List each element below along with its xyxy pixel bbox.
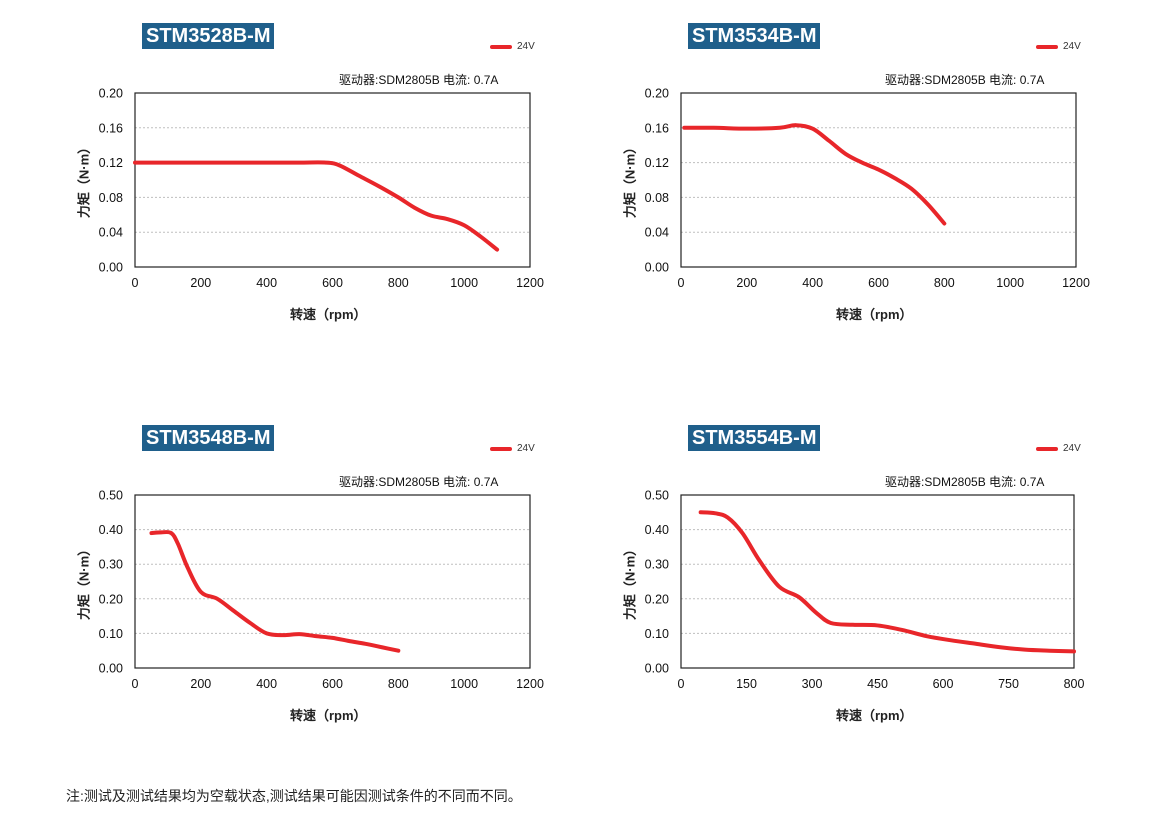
x-tick-label: 0 <box>678 276 685 290</box>
x-tick-label: 1000 <box>450 276 478 290</box>
legend-swatch <box>490 446 512 451</box>
chart-svg: 0.00 0.10 0.20 0.30 0.40 0.50 0 200 400 600 800 100… <box>99 489 544 692</box>
legend-swatch <box>1036 44 1058 49</box>
plot-frame <box>680 494 1075 669</box>
legend-swatch <box>1036 446 1058 451</box>
chart-panel-2: STM3534B-M 24V 驱动器:SDM2805B 电流: 0.7A 力矩（… <box>578 0 1157 400</box>
y-tick-label: 0.00 <box>645 662 669 676</box>
plot-frame <box>134 494 531 669</box>
chart-svg: 0.00 0.10 0.20 0.30 0.40 0.50 0 150 300 450 600 750… <box>645 489 1085 692</box>
x-tick-label: 0 <box>678 677 685 691</box>
x-tick-label: 200 <box>190 677 211 691</box>
chart-title: STM3534B-M <box>688 23 821 49</box>
y-tick-label: 0.50 <box>645 489 669 503</box>
y-tick-label: 0.16 <box>645 121 669 135</box>
legend: 24V <box>490 41 535 52</box>
y-tick-label: 0.04 <box>645 226 669 240</box>
series-line <box>133 160 500 252</box>
series-line <box>149 530 401 653</box>
x-tick-label: 150 <box>736 677 757 691</box>
legend-label: 24V <box>1063 41 1081 52</box>
y-tick-label: 0.20 <box>99 87 123 101</box>
y-tick-label: 0.40 <box>99 523 123 537</box>
x-tick-label: 1200 <box>516 677 544 691</box>
y-tick-label: 0.50 <box>99 489 123 503</box>
x-tick-label: 800 <box>388 276 409 290</box>
x-tick-label: 400 <box>256 677 277 691</box>
legend: 24V <box>490 443 535 454</box>
chart-panel-3: STM3548B-M 24V 驱动器:SDM2805B 电流: 0.7A 力矩（… <box>0 400 578 770</box>
x-axis-label: 转速（rpm） <box>836 708 913 723</box>
x-tick-label: 450 <box>867 677 888 691</box>
legend-label: 24V <box>517 41 535 52</box>
x-tick-label: 600 <box>322 677 343 691</box>
chart-panel-1: STM3528B-M 24V 驱动器:SDM2805B 电流: 0.7A 力矩（… <box>0 0 578 400</box>
plot-frame <box>134 92 531 268</box>
y-tick-label: 0.10 <box>99 627 123 641</box>
x-tick-label: 400 <box>802 276 823 290</box>
y-tick-label: 0.30 <box>645 558 669 572</box>
x-axis-label: 转速（rpm） <box>290 708 367 723</box>
y-tick-label: 0.40 <box>645 523 669 537</box>
x-tick-label: 200 <box>736 276 757 290</box>
legend-label: 24V <box>1063 443 1081 454</box>
x-tick-label: 600 <box>322 276 343 290</box>
x-tick-label: 1000 <box>996 276 1024 290</box>
plot-frame <box>680 92 1077 268</box>
x-tick-label: 800 <box>934 276 955 290</box>
x-tick-label: 600 <box>933 677 954 691</box>
legend-label: 24V <box>517 443 535 454</box>
y-tick-label: 0.20 <box>645 87 669 101</box>
series-line <box>698 510 1076 654</box>
legend-swatch <box>490 44 512 49</box>
legend: 24V <box>1036 443 1081 454</box>
driver-info: 驱动器:SDM2805B 电流: 0.7A <box>885 475 1045 489</box>
y-tick-label: 0.08 <box>99 191 123 205</box>
x-tick-label: 0 <box>132 677 139 691</box>
x-tick-label: 1200 <box>516 276 544 290</box>
x-tick-label: 200 <box>190 276 211 290</box>
y-tick-label: 0.20 <box>645 592 669 606</box>
series-line <box>682 123 947 226</box>
y-tick-label: 0.16 <box>99 121 123 135</box>
chart-title: STM3548B-M <box>142 425 275 451</box>
y-tick-label: 0.00 <box>99 662 123 676</box>
chart-svg: 0.00 0.04 0.08 0.12 0.16 0.20 0 200 400 600 800 100… <box>645 87 1090 291</box>
driver-info: 驱动器:SDM2805B 电流: 0.7A <box>339 73 499 87</box>
x-tick-label: 1200 <box>1062 276 1090 290</box>
y-tick-label: 0.20 <box>99 592 123 606</box>
chart-title: STM3554B-M <box>688 425 821 451</box>
footnote: 注:测试及测试结果均为空载状态,测试结果可能因测试条件的不同而不同。 <box>66 788 522 804</box>
x-tick-label: 1000 <box>450 677 478 691</box>
legend: 24V <box>1036 41 1081 52</box>
x-tick-label: 750 <box>998 677 1019 691</box>
driver-info: 驱动器:SDM2805B 电流: 0.7A <box>885 73 1045 87</box>
driver-info: 驱动器:SDM2805B 电流: 0.7A <box>339 475 499 489</box>
y-tick-label: 0.12 <box>645 156 669 170</box>
x-tick-label: 300 <box>802 677 823 691</box>
chart-panel-4: STM3554B-M 24V 驱动器:SDM2805B 电流: 0.7A 力矩（… <box>578 400 1157 770</box>
y-tick-label: 0.10 <box>645 627 669 641</box>
x-tick-label: 0 <box>132 276 139 290</box>
x-tick-label: 400 <box>256 276 277 290</box>
y-tick-label: 0.30 <box>99 558 123 572</box>
y-tick-label: 0.04 <box>99 226 123 240</box>
x-axis-label: 转速（rpm） <box>836 307 913 322</box>
x-tick-label: 600 <box>868 276 889 290</box>
x-axis-label: 转速（rpm） <box>290 307 367 322</box>
y-tick-label: 0.12 <box>99 156 123 170</box>
y-tick-label: 0.00 <box>645 261 669 275</box>
chart-title: STM3528B-M <box>142 23 275 49</box>
x-tick-label: 800 <box>1064 677 1085 691</box>
y-tick-label: 0.00 <box>99 261 123 275</box>
y-tick-label: 0.08 <box>645 191 669 205</box>
chart-svg: 0.00 0.04 0.08 0.12 0.16 0.20 0 200 400 600 800 100… <box>99 87 544 291</box>
x-tick-label: 800 <box>388 677 409 691</box>
